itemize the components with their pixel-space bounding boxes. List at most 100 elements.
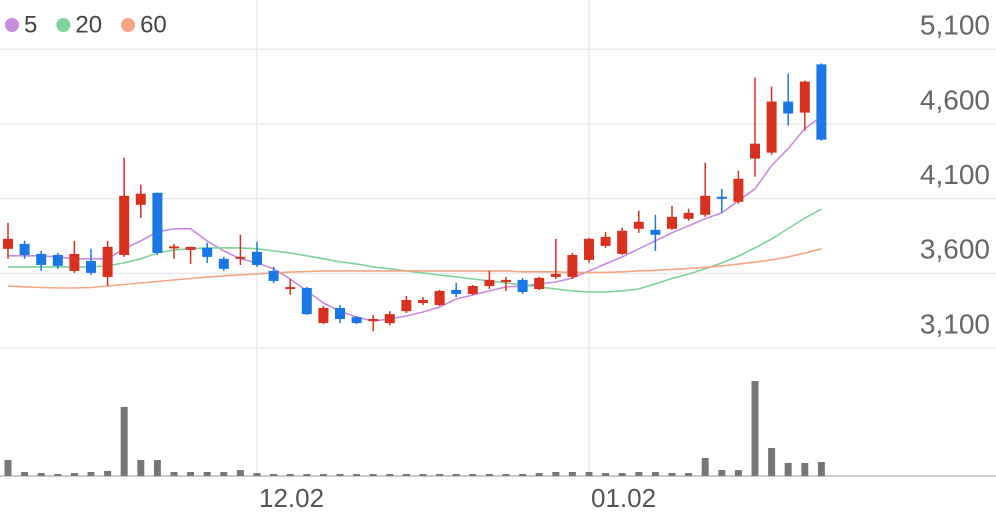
candle-body: [268, 270, 279, 281]
candle-body: [633, 221, 644, 229]
candle-body: [335, 307, 345, 320]
y-tick-label: 3,600: [920, 234, 990, 265]
y-tick-label: 4,600: [920, 84, 990, 115]
volume-bar: [336, 474, 344, 476]
candle-body: [102, 246, 113, 277]
volume-bar: [303, 474, 311, 476]
volume-bar: [253, 473, 261, 476]
candle-body: [3, 238, 13, 249]
candle-body: [650, 229, 661, 235]
candle-body: [667, 216, 677, 229]
legend-label: 20: [75, 11, 102, 38]
volume-bar: [236, 470, 244, 476]
candle-body: [318, 307, 329, 324]
x-tick-label: 12.02: [259, 483, 324, 513]
candle-body: [617, 230, 628, 254]
volume-bar: [701, 458, 709, 476]
ma-line: [8, 115, 822, 322]
candle-body: [86, 260, 96, 273]
candle-body: [69, 253, 80, 271]
volume-bar: [734, 470, 742, 476]
candle-body: [401, 300, 412, 312]
candle-body: [218, 258, 229, 269]
legend-marker: [5, 18, 19, 32]
volume-bar: [137, 460, 145, 476]
volume-bar: [668, 473, 676, 476]
volume-bar: [801, 463, 809, 476]
y-tick-label: 5,100: [920, 10, 990, 41]
candle-body: [816, 64, 827, 140]
volume-bar: [602, 473, 610, 476]
volume-bar: [4, 460, 12, 476]
candle-body: [484, 279, 495, 287]
candle-body: [434, 290, 445, 305]
volume-bar: [104, 471, 112, 476]
volume-bar: [685, 473, 693, 476]
candle-body: [766, 101, 777, 153]
legend-marker: [121, 18, 136, 32]
candle-body: [750, 143, 760, 159]
candle-body: [169, 246, 179, 249]
candle-body: [700, 195, 711, 215]
volume-bar: [784, 463, 792, 476]
volume-bar: [21, 472, 29, 476]
volume-bar: [585, 472, 593, 476]
volume-bar: [369, 474, 377, 476]
candle-body: [451, 289, 462, 294]
candle-body: [384, 314, 395, 324]
volume-bar: [386, 474, 394, 476]
volume-bar: [270, 474, 278, 476]
legend-marker: [56, 18, 71, 32]
candle-body: [285, 287, 296, 290]
candle-body: [351, 317, 362, 324]
legend-label: 5: [24, 11, 37, 38]
volume-bar: [153, 460, 161, 476]
volume-bar: [485, 474, 493, 476]
volume-bar: [87, 472, 95, 476]
candle-body: [517, 279, 528, 292]
volume-bar: [54, 474, 62, 476]
legend-label: 60: [140, 11, 167, 38]
volume-bar: [203, 472, 211, 476]
volume-bar: [286, 474, 294, 476]
candle-body: [567, 254, 578, 277]
y-tick-label: 4,100: [920, 159, 990, 190]
volume-bar: [319, 474, 327, 476]
candle-body: [584, 238, 594, 260]
candle-body: [683, 212, 694, 219]
candle-body: [550, 273, 561, 277]
candle-body: [716, 196, 727, 199]
volume-bar: [535, 473, 543, 476]
y-tick-label: 3,100: [920, 308, 990, 339]
candle-body: [368, 319, 379, 322]
candle-body: [733, 178, 744, 202]
volume-bar: [120, 407, 128, 476]
volume-bar: [817, 462, 825, 476]
volume-bar: [353, 474, 361, 476]
candle-body: [467, 286, 478, 294]
volume-bar: [635, 472, 643, 476]
candle-body: [252, 251, 262, 265]
ma-line: [8, 208, 822, 293]
candle-body: [19, 243, 30, 255]
candle-body: [185, 246, 196, 250]
candle-body: [600, 236, 611, 246]
volume-bar: [37, 473, 45, 476]
candle-body: [235, 256, 246, 259]
volume-bar: [187, 472, 195, 476]
volume-bar: [170, 472, 178, 476]
volume-bar: [651, 472, 659, 476]
volume-bar: [452, 474, 460, 476]
volume-bar: [402, 474, 410, 476]
volume-bar: [552, 472, 560, 476]
ma-line: [7, 248, 822, 289]
volume-bar: [718, 470, 726, 476]
volume-bar: [502, 474, 510, 476]
candle-body: [135, 193, 146, 205]
candle-body: [36, 253, 47, 265]
volume-bar: [519, 474, 527, 476]
x-tick-label: 01.02: [591, 483, 656, 513]
candle-body: [501, 279, 511, 282]
volume-bar: [469, 474, 477, 476]
